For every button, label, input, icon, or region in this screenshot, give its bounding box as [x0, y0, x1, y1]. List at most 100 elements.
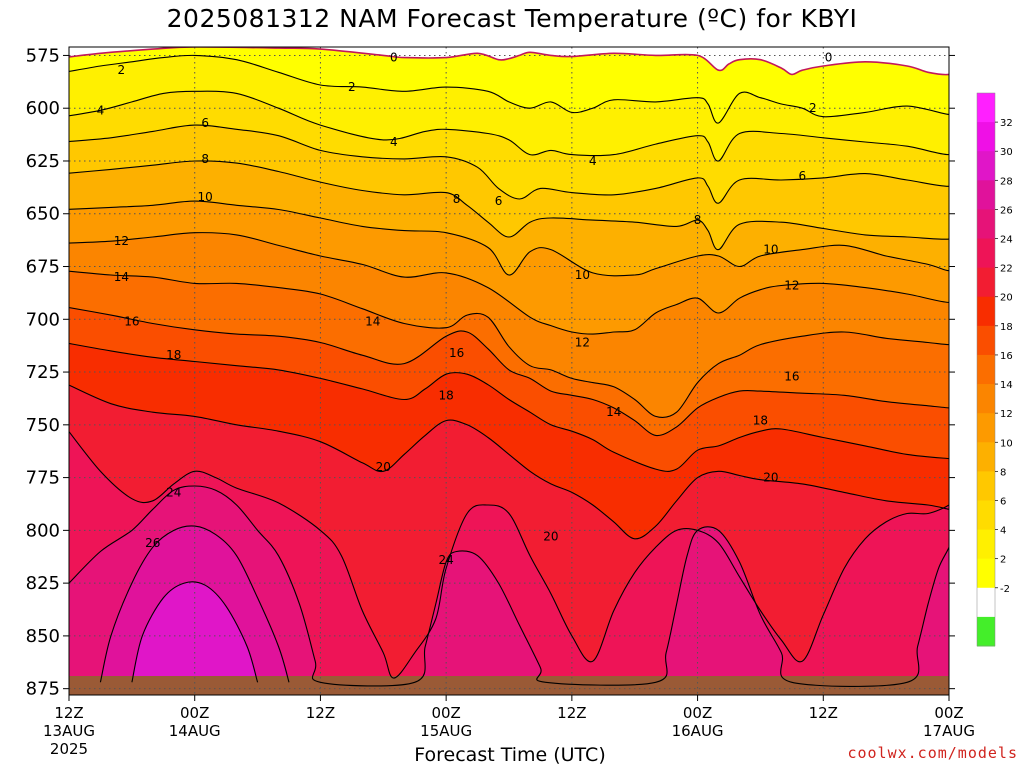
- isotherm-14: [69, 270, 949, 419]
- isotherm-label: 26: [145, 536, 160, 550]
- y-tick-label: 675: [26, 257, 60, 278]
- x-tick-label-date: 15AUG: [420, 722, 472, 740]
- colorbar-bin: [977, 93, 995, 123]
- isotherm-22: [69, 430, 949, 679]
- isotherm-label: 16: [449, 346, 464, 360]
- y-tick-label: 775: [26, 468, 60, 489]
- isotherm-label: 12: [575, 336, 590, 350]
- colorbar-tick-label: 20: [1000, 293, 1013, 304]
- isotherm-label: 8: [201, 152, 209, 166]
- colorbar-bin: [977, 122, 995, 152]
- isotherm-label: 8: [453, 192, 461, 206]
- colorbar-bin: [977, 238, 995, 269]
- isotherm-4: [69, 90, 949, 162]
- colorbar-bin: [977, 500, 995, 531]
- x-tick-label-time: 00Z: [934, 704, 963, 722]
- y-tick-label: 650: [26, 204, 60, 225]
- colorbar-tick-label: 14: [1000, 380, 1013, 391]
- colorbar-frame: [976, 92, 996, 647]
- isotherm-8: [69, 160, 949, 251]
- chart-title: 2025081312 NAM Forecast Temperature (ºC)…: [166, 4, 858, 33]
- y-tick-label: 850: [26, 626, 60, 647]
- x-tick-label-year: 2025: [50, 740, 88, 758]
- colorbar-bin: [977, 471, 995, 501]
- colorbar-bin: [977, 267, 995, 298]
- y-tick-label: 575: [26, 45, 60, 66]
- isotherm-label: 6: [495, 194, 503, 208]
- isotherm-label: 6: [799, 169, 807, 183]
- x-tick-label-time: 12Z: [809, 704, 838, 722]
- isotherm-label: 14: [365, 314, 380, 328]
- colorbar-bin: [977, 325, 995, 356]
- x-tick-label-date: 16AUG: [672, 722, 724, 740]
- colorbar-tick-label: 6: [1000, 496, 1006, 507]
- isotherm-label: 18: [753, 414, 768, 428]
- isotherm-label: 10: [198, 190, 213, 204]
- colorbar-tick-label: 18: [1000, 322, 1013, 333]
- colorbar-bin: [977, 616, 995, 647]
- x-tick-label-date: 14AUG: [169, 722, 221, 740]
- x-tick-label-date: 17AUG: [923, 722, 975, 740]
- colorbar-bin: [977, 180, 995, 210]
- colorbar-tick-label: 2: [1000, 555, 1006, 566]
- isotherm-label: 18: [166, 348, 181, 362]
- x-tick-label-time: 00Z: [431, 704, 460, 722]
- y-tick-label: 700: [26, 309, 60, 330]
- colorbar-tick-label: 28: [1000, 176, 1013, 187]
- isotherm-label: 16: [784, 369, 799, 383]
- colorbar-bin: [977, 296, 995, 327]
- colorbar-tick-label: -2: [1000, 584, 1010, 595]
- isotherm-label: 14: [114, 270, 129, 284]
- colorbar-bin: [977, 558, 995, 589]
- colorbar-tick-label: 12: [1000, 409, 1013, 420]
- isotherm-16: [69, 306, 949, 437]
- x-tick-label-time: 12Z: [54, 704, 83, 722]
- isotherm-label: 12: [784, 279, 799, 293]
- y-tick-label: 725: [26, 362, 60, 383]
- isotherm-10: [69, 200, 949, 277]
- isotherm-label: 6: [201, 116, 209, 130]
- isotherm-label: 20: [763, 471, 778, 485]
- isotherm-26: [99, 525, 290, 683]
- colorbar-bin: [977, 442, 995, 472]
- isotherm-label: 10: [763, 243, 778, 257]
- isotherm-12: [69, 232, 949, 335]
- x-tick-label-time: 12Z: [306, 704, 335, 722]
- isotherm-label: 24: [439, 553, 454, 567]
- colorbar-tick-label: 16: [1000, 351, 1013, 362]
- plot-area: 0 022244466688810101012121214141416161618…: [69, 47, 949, 695]
- colorbar-bin: [977, 413, 995, 443]
- y-tick-label: 800: [26, 520, 60, 541]
- colorbar-bin: [977, 209, 995, 240]
- colorbar-bin: [977, 384, 995, 414]
- isotherm-18: [69, 342, 949, 472]
- isotherm-label: 12: [114, 234, 129, 248]
- colorbar-tick-label: 22: [1000, 264, 1013, 275]
- isotherm-label: 2: [118, 63, 126, 77]
- isotherm-20: [69, 384, 949, 540]
- isotherm-label: 10: [575, 268, 590, 282]
- colorbar-tick-label: 30: [1000, 147, 1013, 158]
- x-tick-label-date: 13AUG: [43, 722, 95, 740]
- x-tick-label-time: 00Z: [683, 704, 712, 722]
- x-tick-label-time: 00Z: [180, 704, 209, 722]
- isotherm-2: [69, 54, 949, 124]
- x-tick-label-time: 12Z: [557, 704, 586, 722]
- colorbar-tick-label: 4: [1000, 526, 1006, 537]
- colorbar-bin: [977, 587, 995, 618]
- isotherm-label: 24: [166, 485, 181, 499]
- isotherm-0: [69, 47, 949, 76]
- isotherm-label: 18: [439, 388, 454, 402]
- isotherm-label: 0: [390, 51, 398, 65]
- band-fill-below-0: [69, 47, 949, 75]
- isotherm-6: [69, 124, 949, 204]
- y-tick-label: 600: [26, 98, 60, 119]
- colorbar-legend: 32 30 28 26 24 22 20 18 16 14 12 10 8 6 4 2 -2: [976, 92, 1013, 647]
- plot-frame: [68, 46, 950, 696]
- isotherm-label: 16: [124, 314, 139, 328]
- colorbar-tick-label: 24: [1000, 235, 1013, 246]
- colorbar-tick-label: 32: [1000, 118, 1013, 129]
- colorbar-tick-label: 8: [1000, 467, 1006, 478]
- y-tick-label: 750: [26, 415, 60, 436]
